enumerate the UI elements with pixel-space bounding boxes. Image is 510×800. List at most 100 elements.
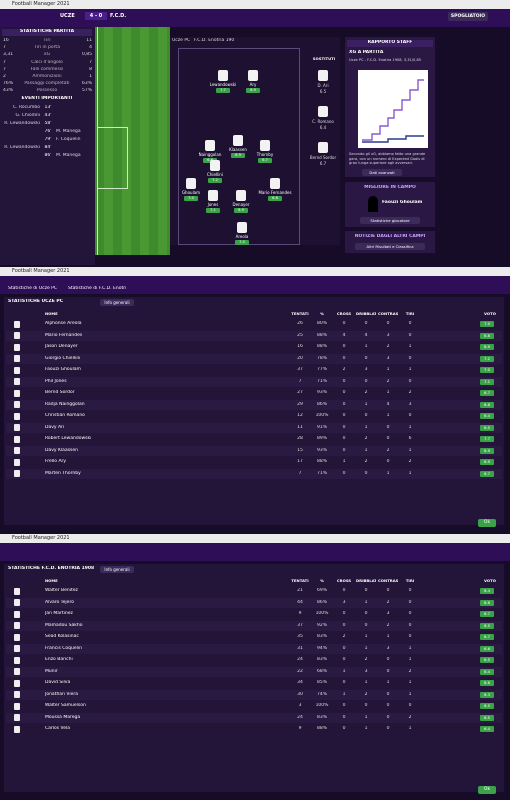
player-name[interactable]: Frello Ary [45,459,67,464]
stat-cell: 0 [364,470,368,476]
table-row [6,586,502,596]
player-name[interactable]: Giorgio Chiellini [45,355,81,361]
stat-cell: 0 [342,401,346,407]
stat-home: 2 [3,74,6,79]
player-shirt [205,140,215,151]
table-tab[interactable]: Statistiche di F.C.D. Enotria 1908 [68,286,126,291]
player-name[interactable]: Sead Kolasinac [45,634,79,639]
player-name[interactable]: Phil Jones [45,378,67,384]
player-name[interactable]: Carlos Vela [45,726,71,731]
table-tab[interactable]: Statistiche di Ucze PC [8,286,57,291]
player-name[interactable]: Moussa Marega [45,714,81,720]
stat-cell: 74% [316,691,327,697]
player-name[interactable]: Jason Denayer [45,344,78,349]
stat-cell: 68% [316,668,327,674]
ok-button[interactable]: Ok [478,519,496,527]
player-name[interactable]: David Silva [45,680,71,685]
row-shirt [14,725,20,733]
player-name[interactable]: Christian Romano [45,413,85,418]
rating: 6.5 [480,714,494,721]
row-shirt [14,656,20,664]
table-title: STATISTICHE UCZE PC [8,299,63,304]
player-name[interactable]: Jonathan Viera [45,691,78,697]
filter-button[interactable]: Info generali [100,566,134,573]
formation-tab[interactable]: Ucze PC [172,38,191,43]
row-shirt [14,389,20,397]
player-name: Thornby [256,152,274,157]
player-name[interactable]: Walter Benitez [45,588,78,593]
event-home: R. Lewandowski [4,145,40,150]
sub-rating: 6.7 [319,161,327,166]
rating: 7.2 [480,355,494,362]
player-name[interactable]: Mamadou Sakho [45,622,83,628]
player-rating: 7.2 [208,178,222,183]
row-shirt [14,424,20,431]
player-name[interactable]: Bernd Sordor [45,390,75,395]
rating: 6.9 [480,459,494,465]
stat-cell: 0 [364,378,368,384]
stat-cell: 22 [297,668,303,674]
stat-cell: 2 [408,714,412,720]
row-shirt [14,599,20,606]
row-shirt [14,378,20,385]
news-button[interactable]: Altri Risultati e Classifica [355,243,425,250]
player-name[interactable]: Radja Nainggolan [45,401,85,407]
row-shirt [14,435,20,443]
stat-away: 63% [81,81,92,87]
formation-tab[interactable]: F.C.D. Enotria 1908 [194,38,234,43]
table-row [6,457,502,467]
player-name[interactable]: Davy Klaassen [45,447,79,453]
stat-cell: 3 [298,703,302,708]
table-row [6,655,502,665]
stat-cell: 26 [297,321,303,326]
stat-cell: 0 [342,645,346,651]
player-name[interactable]: Robert Lewandowski [45,436,92,441]
stat-cell: 0 [364,611,368,616]
pitch [95,27,170,255]
sub-name: C. Romano [312,119,334,124]
player-name[interactable]: Mario Fernandes [45,332,83,338]
rating: 6.9 [480,344,494,350]
stat-cell: 2 [364,691,368,697]
player-rating: 6.7 [258,158,272,163]
column-header: VOTO [484,311,496,316]
stat-cell: 83% [316,714,327,720]
advanced-button[interactable]: Dati avanzati [362,169,402,176]
continue-button[interactable]: SPOGLIATOIO [448,12,488,21]
staff-caption: Ucze PC - F.C.D. Enotria 1908, 3,31/0,85 [349,58,422,62]
player-name[interactable]: Davy Ari [45,424,65,430]
column-header: TIRI [405,311,415,316]
player-name[interactable]: Faouzi Ghoulam [45,367,81,372]
player-name[interactable]: Francis Coquelin [45,645,82,651]
column-header: NOME [45,578,58,583]
ok-button[interactable]: Ok [478,786,496,794]
stat-cell: 35 [297,634,303,639]
stat-away: 57% [81,88,92,94]
player-name[interactable]: Jan Martinez [45,611,73,616]
player-name: Ghoulam [181,190,201,195]
player-name[interactable]: Munir [45,668,58,674]
stat-cell: 2 [386,447,390,453]
player-name[interactable]: Alvaro Tejero [45,599,74,605]
rating: 6.7 [480,390,494,396]
player-name[interactable]: Enzo Barichi [45,657,73,662]
player-name[interactable]: Marten Thornby [45,470,81,476]
row-shirt [14,366,20,374]
rating: 6.8 [480,401,494,408]
stat-home: 76% [3,81,14,87]
stat-cell: 3 [342,599,346,605]
stat-cell: 2 [364,390,368,395]
rating: 6.5 [480,424,494,431]
player-name[interactable]: Walter Samuelson [45,703,86,708]
stat-cell: 12 [297,413,303,418]
player-name[interactable]: Alphonse Areola [45,321,82,326]
stat-cell: 0 [408,332,412,338]
table-row [6,609,502,619]
motm-button[interactable]: Statistiche giocatore [360,217,420,224]
player-shirt [218,70,228,81]
filter-button[interactable]: Info generali [100,299,134,306]
stat-cell: 0 [386,668,390,674]
stat-cell: 1 [408,447,412,453]
event-home [2,137,40,143]
player-name: Chiellini [207,172,223,177]
